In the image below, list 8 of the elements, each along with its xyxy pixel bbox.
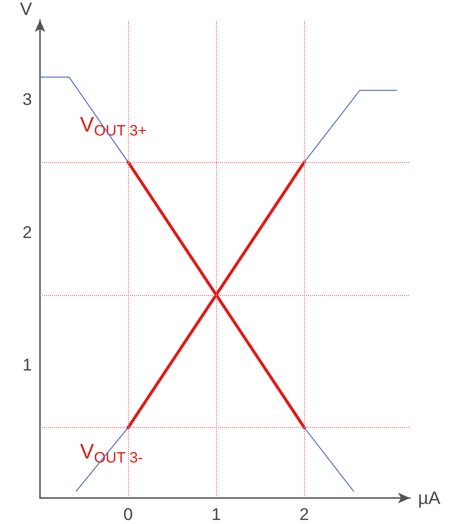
x-axis-title: µA	[418, 488, 440, 508]
x-tick-label: 2	[300, 505, 310, 524]
y-tick-label: 1	[22, 356, 32, 375]
y-axis-title: V	[20, 0, 32, 19]
x-tick-label: 0	[123, 505, 133, 524]
x-tick-label: 1	[211, 505, 221, 524]
y-tick-label: 2	[22, 222, 32, 242]
y-tick-label: 3	[22, 90, 32, 110]
